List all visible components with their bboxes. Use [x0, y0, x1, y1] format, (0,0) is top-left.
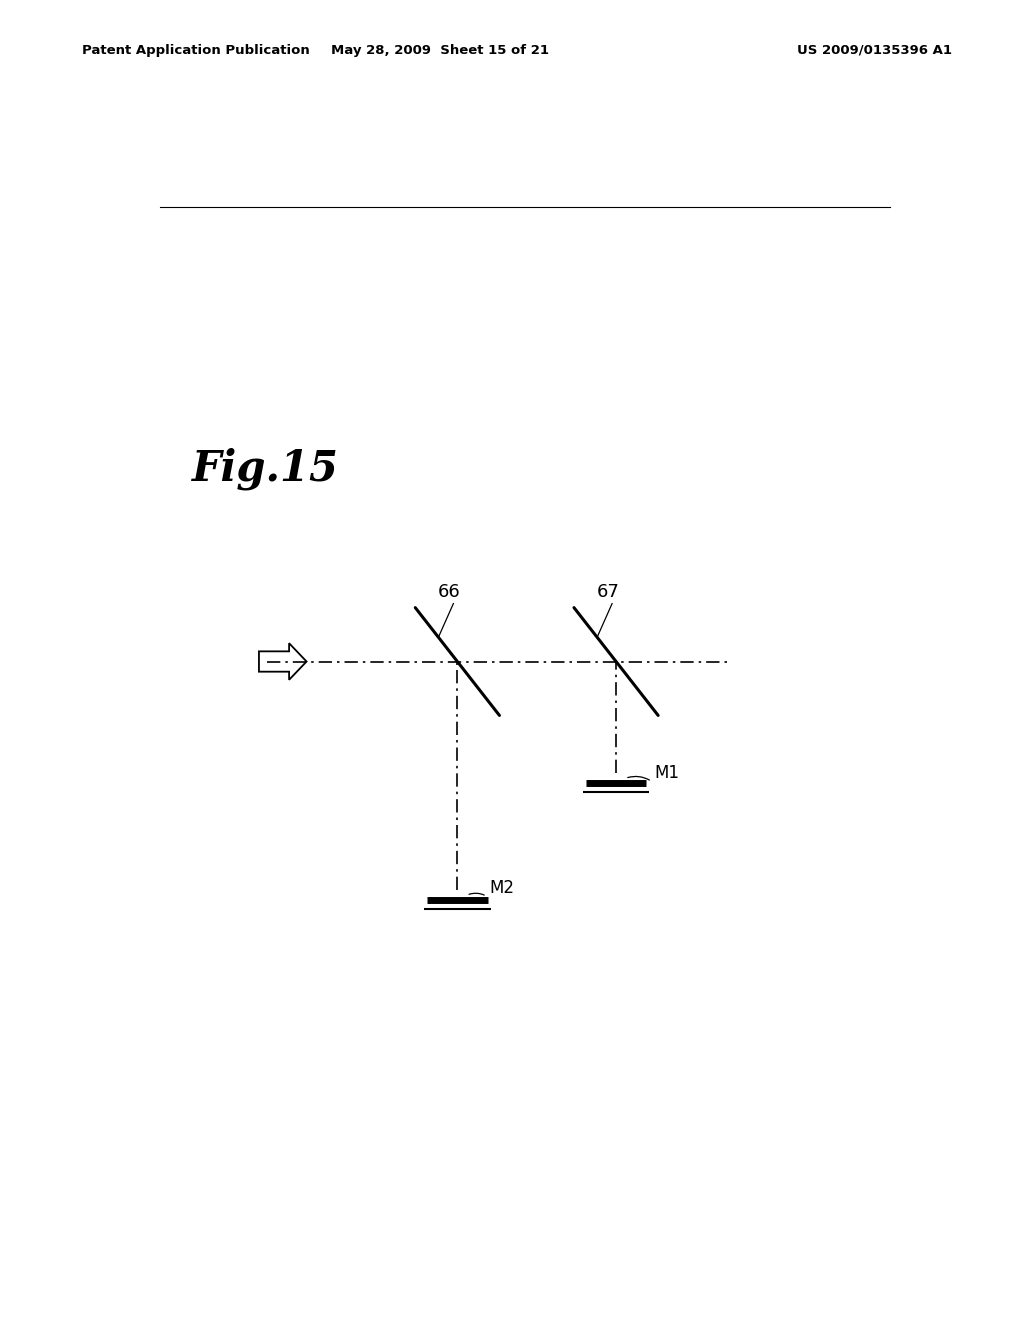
Text: US 2009/0135396 A1: US 2009/0135396 A1: [798, 44, 952, 57]
Text: 67: 67: [597, 582, 620, 601]
Text: Fig.15: Fig.15: [191, 447, 339, 490]
Text: Patent Application Publication: Patent Application Publication: [82, 44, 309, 57]
Text: M1: M1: [654, 764, 679, 783]
Text: 66: 66: [438, 582, 461, 601]
Text: M2: M2: [489, 879, 514, 898]
Text: May 28, 2009  Sheet 15 of 21: May 28, 2009 Sheet 15 of 21: [332, 44, 549, 57]
